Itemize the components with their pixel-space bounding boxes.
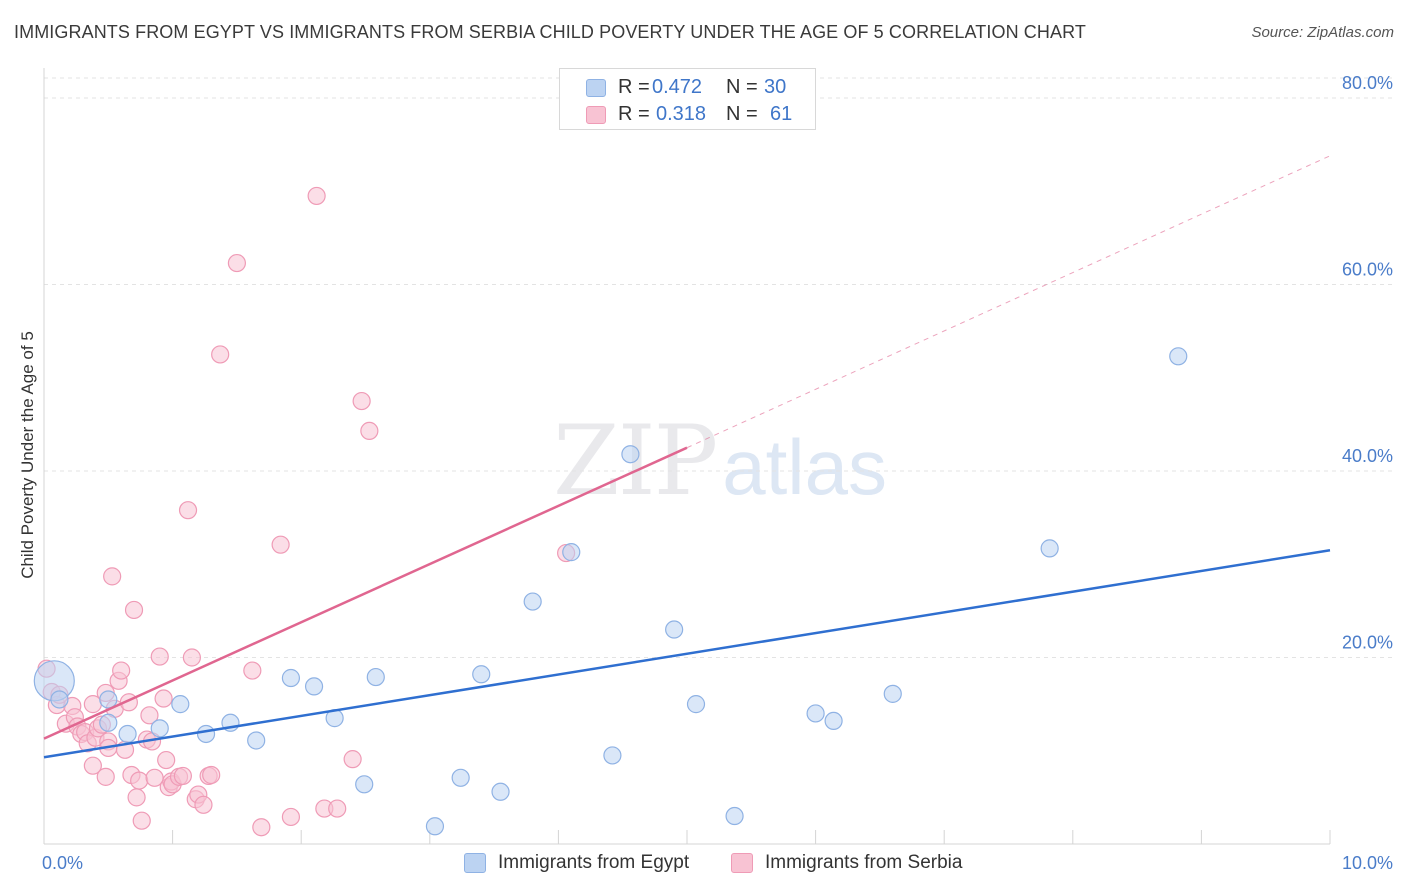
egypt-trend-line (43, 549, 1331, 759)
serbia-r-value: 0.318 (656, 103, 707, 125)
serbia-point (132, 811, 151, 830)
egypt-r-label: R = (618, 76, 650, 98)
egypt-r-value: 0.472 (652, 76, 703, 98)
serbia-point (360, 421, 379, 441)
serbia-point (352, 391, 371, 411)
serbia-point (227, 253, 246, 273)
source-credit: Source: ZipAtlas.com (1251, 24, 1394, 41)
series-legend: Immigrants from Egypt Immigrants from Se… (0, 850, 1406, 878)
egypt-points-group (33, 347, 1188, 836)
serbia-n-label: N = (726, 103, 758, 125)
egypt-point (99, 690, 118, 709)
serbia-point (202, 765, 221, 785)
serbia-trend-line (43, 446, 688, 740)
serbia-n-value: 61 (770, 103, 793, 125)
serbia-point (252, 818, 271, 837)
serbia-point (211, 345, 230, 364)
serbia-point (328, 799, 347, 818)
serbia-point (154, 689, 173, 708)
egypt-point (150, 719, 169, 738)
egypt-point (824, 711, 843, 731)
x-tick-label-min: 0.0% (42, 853, 83, 873)
egypt-point (491, 782, 510, 801)
serbia-point (182, 648, 201, 667)
serbia-point (307, 186, 326, 206)
serbia-point (83, 756, 102, 775)
serbia-points-group (37, 186, 576, 837)
correlation-legend: R = 0.472 N = 30 R = 0.318 N = 61 (559, 68, 816, 130)
egypt-n-label: N = (726, 76, 758, 98)
egypt-point (472, 665, 491, 684)
egypt-point (806, 704, 825, 723)
egypt-point (281, 668, 301, 688)
egypt-point (523, 592, 542, 611)
watermark: ZIPatlas (553, 405, 887, 517)
serbia-point (130, 771, 149, 790)
legend-egypt-label: Immigrants from Egypt (498, 852, 690, 873)
y-tick-label: 60.0% (1342, 260, 1393, 280)
egypt-point (1169, 347, 1188, 366)
serbia-point (343, 750, 362, 769)
egypt-point (196, 724, 216, 744)
serbia-r-label: R = (618, 103, 650, 125)
egypt-n-value: 30 (764, 76, 787, 98)
serbia-point (124, 600, 144, 620)
egypt-point (50, 690, 69, 709)
axes (43, 68, 1331, 845)
serbia-point (271, 535, 290, 554)
serbia-point (96, 767, 115, 786)
serbia-point (103, 567, 122, 586)
legend-serbia-swatch (731, 853, 753, 873)
serbia-point (243, 661, 262, 680)
y-tick-label: 80.0% (1342, 73, 1393, 93)
egypt-swatch (586, 79, 606, 97)
serbia-point (150, 647, 169, 666)
serbia-point (194, 795, 213, 814)
egypt-point (118, 724, 137, 744)
tick-labels: 20.0% 40.0% 60.0% 80.0% 0.0% 10.0% (42, 73, 1393, 873)
serbia-point (140, 706, 159, 725)
legend-serbia-label: Immigrants from Serbia (765, 852, 963, 873)
egypt-point (451, 768, 470, 787)
egypt-point (725, 806, 744, 826)
y-axis-label: Child Poverty Under the Age of 5 (18, 331, 37, 579)
serbia-trend-extension (686, 155, 1331, 449)
egypt-point (686, 695, 706, 714)
x-tick-label-max: 10.0% (1342, 853, 1393, 873)
egypt-point (366, 667, 385, 687)
chart-title: IMMIGRANTS FROM EGYPT VS IMMIGRANTS FROM… (14, 22, 1086, 42)
serbia-point (173, 766, 192, 786)
egypt-point (665, 620, 684, 639)
egypt-point (247, 731, 266, 750)
serbia-point (157, 750, 176, 770)
watermark-atlas: atlas (722, 423, 887, 511)
egypt-point (355, 775, 374, 794)
serbia-point (178, 501, 198, 520)
trend-lines (43, 155, 1331, 759)
y-tick-label: 40.0% (1342, 446, 1393, 466)
egypt-point (171, 695, 190, 714)
serbia-point (127, 788, 146, 807)
egypt-point (1040, 539, 1059, 558)
egypt-point (562, 543, 581, 562)
serbia-point (112, 661, 131, 680)
y-tick-label: 20.0% (1342, 633, 1393, 653)
egypt-point (883, 684, 902, 703)
serbia-swatch (586, 106, 606, 124)
legend-egypt-swatch (464, 853, 486, 873)
egypt-point (304, 677, 324, 696)
egypt-point (621, 445, 640, 464)
egypt-point (99, 713, 118, 732)
egypt-point (603, 746, 622, 765)
egypt-point (425, 817, 445, 836)
gridlines (44, 77, 1393, 658)
serbia-point (281, 807, 301, 827)
